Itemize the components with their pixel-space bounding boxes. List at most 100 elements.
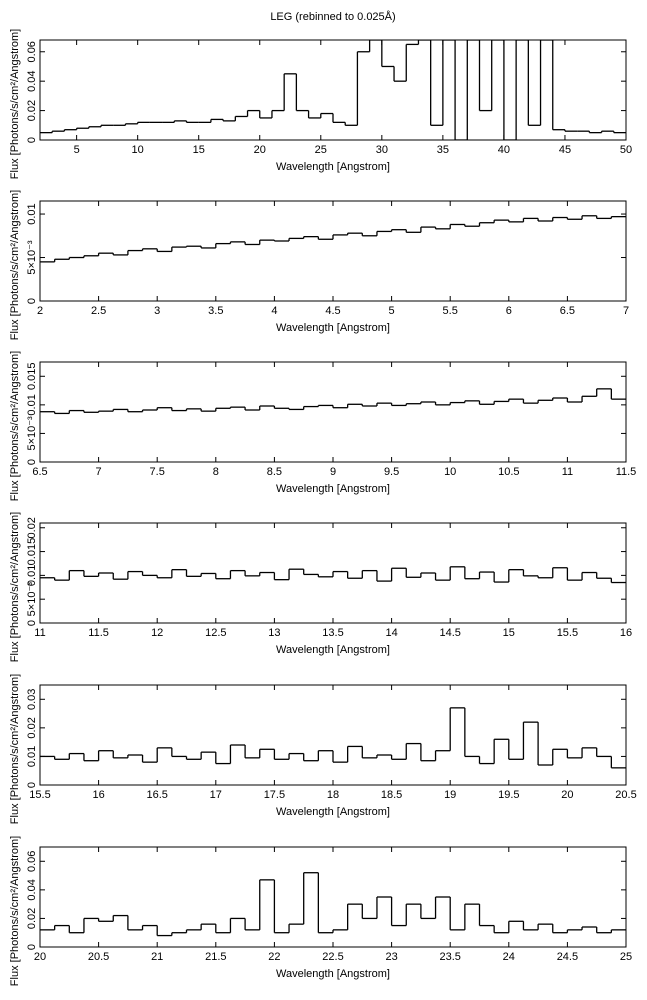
y-tick-label: 0 (26, 944, 38, 950)
x-tick-label: 18 (327, 789, 339, 801)
y-tick-label: 0 (26, 620, 38, 626)
x-tick-label: 17 (210, 789, 222, 801)
x-tick-label: 6 (506, 305, 512, 317)
x-tick-label: 16 (92, 789, 104, 801)
x-tick-label: 7 (96, 466, 102, 478)
y-tick-label: 0.01 (26, 394, 38, 415)
x-axis-label: Wavelength [Angstrom] (276, 483, 390, 495)
x-tick-label: 25 (620, 951, 632, 963)
y-tick-label: 0.02 (26, 717, 38, 738)
x-tick-label: 17.5 (264, 789, 285, 801)
x-tick-label: 3 (154, 305, 160, 317)
x-tick-label: 21 (151, 951, 163, 963)
plot-area (40, 215, 626, 263)
chart-title: LEG (rebinned to 0.025Å) (270, 10, 395, 23)
x-tick-label: 20 (561, 789, 573, 801)
x-tick-label: 8 (213, 466, 219, 478)
x-tick-label: 7.5 (150, 466, 165, 478)
x-tick-label: 8.5 (267, 466, 282, 478)
x-tick-label: 14.5 (439, 627, 460, 639)
x-tick-label: 19 (444, 789, 456, 801)
y-tick-label: 0.015 (26, 538, 38, 566)
y-tick-label: 0.01 (26, 203, 38, 224)
x-tick-label: 25 (315, 144, 327, 156)
plot-area (40, 388, 626, 415)
y-axis-label: Flux [Photons/s/cm²/Angstrom] (9, 29, 21, 179)
y-tick-label: 0.01 (26, 746, 38, 767)
x-tick-label: 45 (559, 144, 571, 156)
y-tick-label: 0.04 (26, 70, 38, 91)
x-tick-label: 12 (151, 627, 163, 639)
y-tick-label: 0 (26, 137, 38, 143)
y-tick-label: 0.04 (26, 879, 38, 900)
plot-area (40, 40, 626, 140)
x-tick-label: 7 (623, 305, 629, 317)
y-tick-label: 0.06 (26, 851, 38, 872)
x-tick-label: 22.5 (322, 951, 343, 963)
y-axis-label: Flux [Photons/s/cm²/Angstrom] (9, 836, 21, 986)
x-tick-label: 22 (268, 951, 280, 963)
x-tick-label: 40 (498, 144, 510, 156)
x-tick-label: 10 (132, 144, 144, 156)
x-tick-label: 2 (37, 305, 43, 317)
x-axis-label: Wavelength [Angstrom] (276, 644, 390, 656)
x-tick-label: 9.5 (384, 466, 399, 478)
y-axis-label: Flux [Photons/s/cm²/Angstrom] (9, 351, 21, 501)
y-tick-label: 0.02 (26, 100, 38, 121)
x-tick-label: 35 (437, 144, 449, 156)
x-tick-label: 16 (620, 627, 632, 639)
x-axis-label: Wavelength [Angstrom] (276, 968, 390, 980)
x-axis-label: Wavelength [Angstrom] (276, 806, 390, 818)
y-tick-label: 0.03 (26, 689, 38, 710)
x-tick-label: 5 (74, 144, 80, 156)
x-tick-label: 4 (271, 305, 277, 317)
x-tick-label: 11.5 (616, 466, 637, 478)
y-tick-label: 5×10⁻³ (26, 416, 38, 451)
x-tick-label: 15.5 (557, 627, 578, 639)
x-tick-label: 13 (268, 627, 280, 639)
x-tick-label: 24.5 (557, 951, 578, 963)
y-tick-label: 0.02 (26, 908, 38, 929)
x-tick-label: 11 (34, 627, 45, 639)
x-tick-label: 15.5 (29, 789, 50, 801)
x-tick-label: 20 (254, 144, 266, 156)
x-tick-label: 12.5 (205, 627, 226, 639)
x-tick-label: 2.5 (91, 305, 106, 317)
y-tick-label: 0.01 (26, 565, 38, 586)
plot-area (40, 872, 626, 937)
x-tick-label: 3.5 (208, 305, 223, 317)
x-tick-label: 50 (620, 144, 632, 156)
x-tick-label: 20 (34, 951, 46, 963)
y-tick-label: 5×10⁻³ (26, 582, 38, 617)
x-tick-label: 21.5 (205, 951, 226, 963)
x-tick-label: 20.5 (88, 951, 109, 963)
x-tick-label: 16.5 (146, 789, 167, 801)
y-axis-label: Flux [Photons/s/cm²/Angstrom] (9, 674, 21, 824)
y-tick-label: 5×10⁻³ (26, 240, 38, 275)
x-tick-label: 5 (389, 305, 395, 317)
plot-area (40, 707, 626, 769)
y-tick-label: 0.06 (26, 41, 38, 62)
y-axis-label: Flux [Photons/s/cm²/Angstrom] (9, 512, 21, 662)
plot-area (40, 566, 626, 584)
x-tick-label: 6.5 (560, 305, 575, 317)
x-axis-label: Wavelength [Angstrom] (276, 161, 390, 173)
x-tick-label: 20.5 (615, 789, 636, 801)
x-tick-label: 24 (503, 951, 515, 963)
x-tick-label: 11.5 (88, 627, 109, 639)
y-tick-label: 0 (26, 782, 38, 788)
x-tick-label: 10.5 (498, 466, 519, 478)
x-tick-label: 18.5 (381, 789, 402, 801)
x-tick-label: 23.5 (439, 951, 460, 963)
x-tick-label: 5.5 (443, 305, 458, 317)
x-tick-label: 19.5 (498, 789, 519, 801)
x-axis-label: Wavelength [Angstrom] (276, 322, 390, 334)
x-tick-label: 15 (503, 627, 515, 639)
x-tick-label: 23 (385, 951, 397, 963)
x-tick-label: 11 (562, 466, 573, 478)
x-tick-label: 9 (330, 466, 336, 478)
x-tick-label: 15 (193, 144, 205, 156)
y-tick-label: 0.015 (26, 363, 38, 391)
y-axis-label: Flux [Photons/s/cm²/Angstrom] (9, 190, 21, 340)
